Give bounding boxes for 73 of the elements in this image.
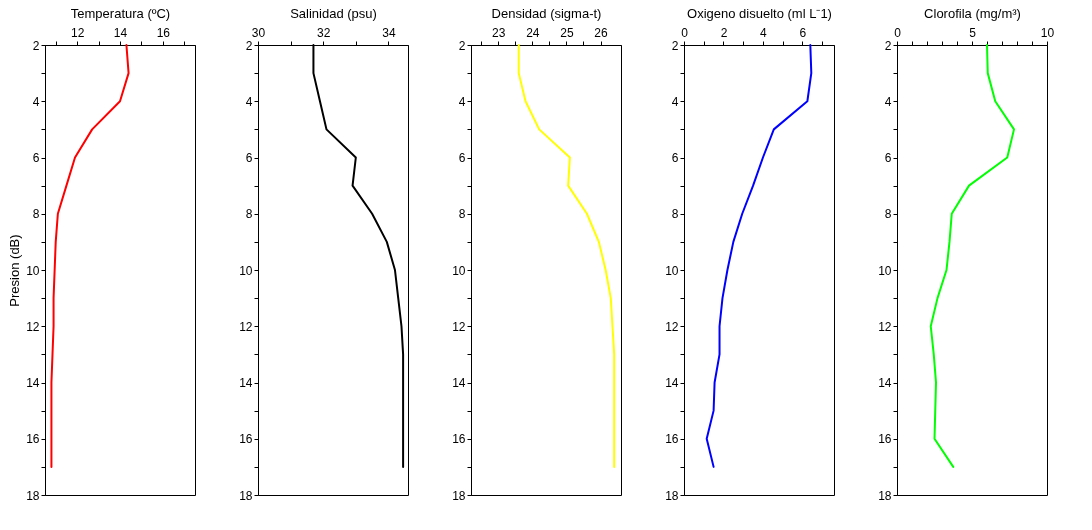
x-axis-title: Temperatura (ºC)	[70, 5, 171, 21]
x-axis-title: Clorofila (mg/m³)	[924, 5, 1021, 21]
line-series	[929, 44, 1015, 468]
x-tick-label: 30	[251, 25, 266, 40]
x-tick-label: 16	[156, 25, 171, 40]
y-tick-label: 10	[452, 263, 466, 278]
x-axis-title: Oxigeno disuelto (ml L⁻1)	[687, 5, 832, 21]
y-tick-label: 16	[452, 432, 466, 447]
y-tick-label: 6	[458, 151, 466, 165]
y-tick-label: 18	[26, 488, 40, 503]
y-tick-label: 14	[239, 376, 253, 390]
y-tick-label: 12	[239, 319, 253, 334]
y-tick-label: 12	[878, 319, 892, 334]
y-tick-label: 8	[884, 207, 892, 222]
y-tick-label: 6	[245, 151, 253, 165]
y-tick-label: 10	[665, 263, 679, 278]
x-tick-label: 32	[317, 25, 331, 40]
x-tick-label: 5	[969, 25, 977, 40]
x-tick-label: 25	[560, 25, 574, 40]
x-tick-label: 4	[760, 25, 768, 40]
y-tick-label: 12	[665, 319, 679, 334]
x-tick-label: 12	[70, 25, 85, 40]
y-tick-label: 14	[878, 376, 892, 390]
line-series	[705, 44, 813, 468]
x-tick-label: 2	[720, 25, 728, 40]
y-tick-label: 12	[26, 319, 40, 334]
x-tick-label: 24	[526, 25, 540, 40]
x-tick-label: 10	[1040, 25, 1055, 40]
y-tick-label: 16	[665, 432, 679, 447]
y-tick-label: 6	[32, 151, 40, 165]
x-tick-label: 14	[113, 25, 128, 40]
x-tick-label: 26	[594, 25, 609, 40]
y-tick-label: 8	[458, 207, 466, 222]
y-axis-title: Presion (dB)	[7, 234, 23, 307]
x-tick-label: 34	[382, 25, 396, 40]
y-tick-label: 18	[878, 488, 892, 503]
y-tick-label: 16	[878, 432, 892, 447]
y-tick-label: 10	[878, 263, 892, 278]
y-tick-label: 16	[239, 432, 253, 447]
y-tick-label: 4	[671, 94, 679, 109]
y-tick-label: 2	[458, 38, 466, 53]
x-tick-label: 0	[894, 25, 902, 40]
y-tick-label: 18	[239, 488, 253, 503]
y-tick-label: 14	[26, 376, 40, 390]
x-tick-label: 23	[492, 25, 506, 40]
y-tick-label: 16	[26, 432, 40, 447]
y-tick-label: 18	[452, 488, 466, 503]
y-tick-label: 6	[884, 151, 892, 165]
x-axis-title: Densidad (sigma-t)	[491, 5, 602, 21]
y-tick-label: 12	[452, 319, 466, 334]
y-tick-label: 14	[665, 376, 679, 390]
y-tick-label: 2	[245, 38, 253, 53]
y-tick-label: 4	[245, 94, 253, 109]
y-tick-label: 2	[671, 38, 679, 53]
y-tick-label: 4	[32, 94, 40, 109]
y-tick-label: 8	[245, 207, 253, 222]
x-axis-title: Salinidad (psu)	[290, 5, 377, 21]
y-tick-label: 6	[671, 151, 679, 165]
y-tick-label: 2	[32, 38, 40, 53]
y-tick-label: 4	[458, 94, 466, 109]
y-tick-label: 2	[884, 38, 892, 53]
x-tick-label: 6	[799, 25, 807, 40]
y-tick-label: 14	[452, 376, 466, 390]
y-tick-label: 18	[665, 488, 679, 503]
x-tick-label: 0	[681, 25, 689, 40]
y-tick-label: 10	[26, 263, 40, 278]
line-series	[50, 44, 130, 468]
y-tick-label: 4	[884, 94, 892, 109]
y-tick-label: 8	[32, 207, 40, 222]
y-tick-label: 8	[671, 207, 679, 222]
line-series	[517, 44, 616, 468]
y-tick-label: 10	[239, 263, 253, 278]
line-series	[312, 44, 405, 468]
